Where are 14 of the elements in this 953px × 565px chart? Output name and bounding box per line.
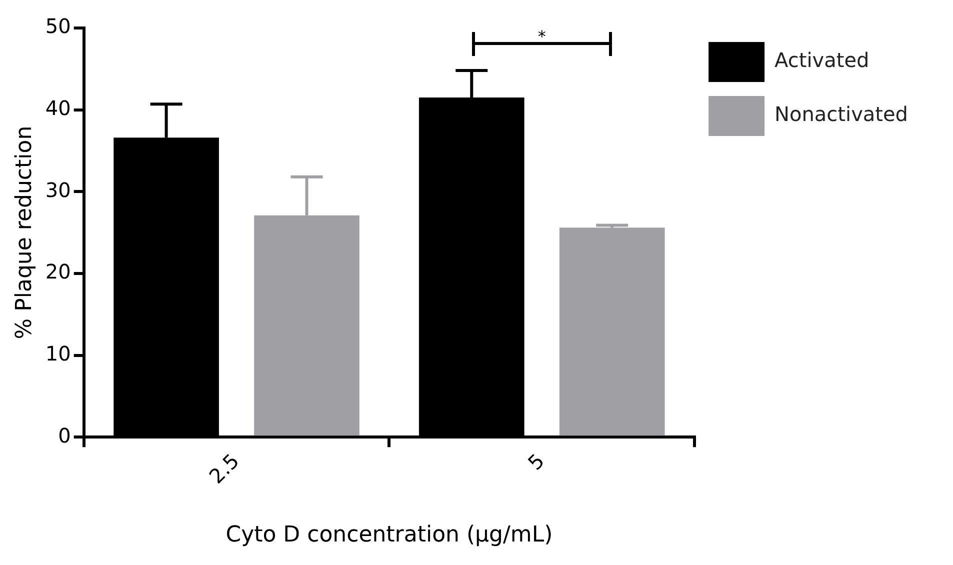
legend-label: Nonactivated <box>774 102 908 126</box>
y-tick-label: 30 <box>45 178 71 202</box>
y-axis-title: % Plaque reduction <box>12 126 37 340</box>
x-tick-label: 5 <box>523 448 550 475</box>
y-tick-label: 10 <box>45 342 71 366</box>
legend-label: Activated <box>774 48 870 72</box>
x-axis-title: Cyto D concentration (μg/mL) <box>226 522 553 548</box>
x-tick-label: 2.5 <box>204 448 244 488</box>
y-tick-label: 20 <box>45 260 71 284</box>
bar <box>559 228 665 436</box>
annotation: * <box>538 27 546 46</box>
y-tick-label: 40 <box>45 96 71 120</box>
y-tick-label: 50 <box>45 14 71 38</box>
y-tick-label: 0 <box>58 423 71 448</box>
